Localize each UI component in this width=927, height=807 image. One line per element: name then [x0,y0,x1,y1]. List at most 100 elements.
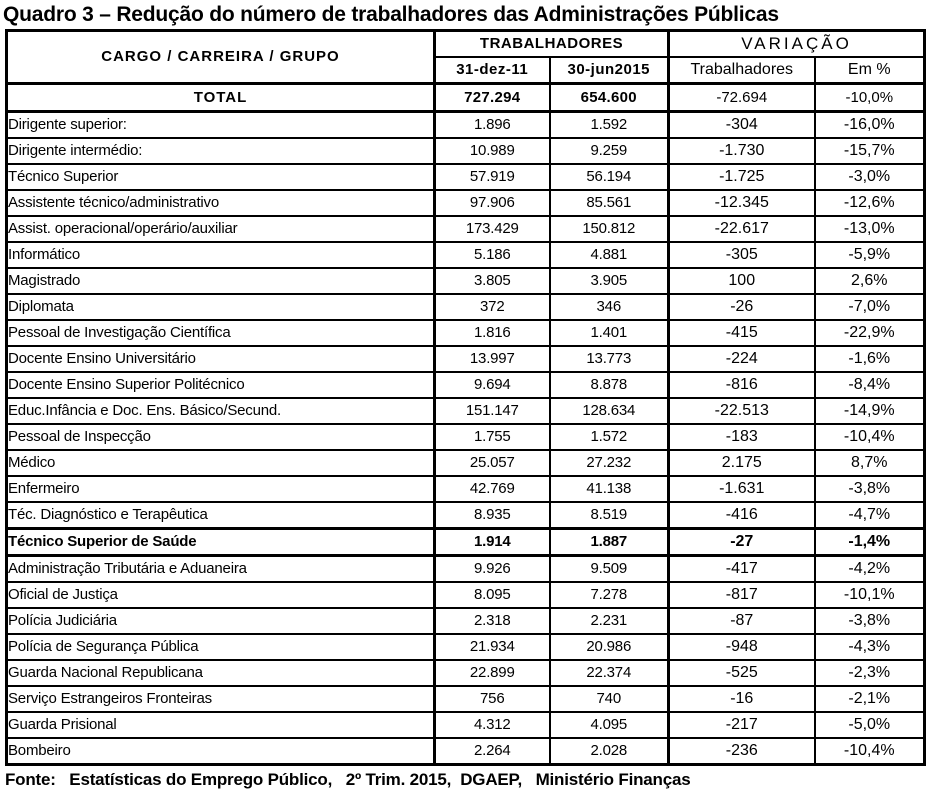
value-31-dez-11: 5.186 [433,241,551,269]
value-31-dez-11: 8.095 [433,581,551,609]
variation-workers: -525 [667,659,816,687]
value-31-dez-11: 42.769 [433,475,551,503]
value-30-jun2015: 4.095 [548,711,671,739]
row-label: Guarda Nacional Republicana [5,659,436,687]
variation-workers: -183 [667,423,816,451]
variation-pct: -12,6% [813,189,926,217]
variation-workers: -416 [667,501,816,530]
column-header-variacao-trabalhadores: Trabalhadores [667,56,816,85]
value-31-dez-11: 2.264 [433,737,551,766]
variation-pct: -7,0% [813,293,926,321]
row-label: Serviço Estrangeiros Fronteiras [5,685,436,713]
value-31-dez-11: 2.318 [433,607,551,635]
value-31-dez-11: 372 [433,293,551,321]
value-30-jun2015: 2.231 [548,607,671,635]
value-30-jun2015: 1.887 [548,527,671,557]
value-30-jun2015: 128.634 [548,397,671,425]
value-30-jun2015: 740 [548,685,671,713]
variation-pct: -3,8% [813,475,926,503]
table-row: Técnico Superior 57.919 56.194 -1.725 -3,0% [5,163,926,191]
variation-pct: -10,4% [813,737,926,766]
variation-pct: -1,4% [813,527,926,557]
variation-workers: -817 [667,581,816,609]
variation-workers: -22.617 [667,215,816,243]
table-row: Bombeiro 2.264 2.028 -236 -10,4% [5,737,926,766]
variation-pct: -3,0% [813,163,926,191]
variation-pct: -8,4% [813,371,926,399]
variation-workers: -22.513 [667,397,816,425]
value-31-dez-11: 25.057 [433,449,551,477]
variation-workers: -948 [667,633,816,661]
table-row: Guarda Nacional Republicana 22.899 22.374-… [5,659,926,687]
value-30-jun2015: 8.519 [548,501,671,530]
table-row: Informático 5.186 4.881 -305 -5,9% [5,241,926,269]
variation-workers: 2.175 [667,449,816,477]
row-label: Polícia de Segurança Pública [5,633,436,661]
variation-pct: -5,0% [813,711,926,739]
row-label: Pessoal de Investigação Científica [5,319,436,347]
value-31-dez-11: 22.899 [433,659,551,687]
table-row: Pessoal de Inspecção 1.755 1.572 -183 -10,4% [5,423,926,451]
table-row: Dirigente superior: 1.896 1.592 -304 -16,0% [5,110,926,139]
value-31-dez-11: 1.914 [433,527,551,557]
value-30-jun2015: 1.592 [548,110,671,139]
table-row: Oficial de Justiça 8.095 7.278 -817 -10,1% [5,581,926,609]
value-31-dez-11: 97.906 [433,189,551,217]
value-31-dez-11: 9.926 [433,554,551,583]
value-30-jun2015: 150.812 [548,215,671,243]
value-31-dez-11: 10.989 [433,137,551,165]
total-dez11: 727.294 [433,82,551,113]
column-group-trabalhadores: TRABALHADORES [433,29,671,58]
row-label: Técnico Superior de Saúde [5,527,436,557]
value-30-jun2015: 8.878 [548,371,671,399]
row-label: Guarda Prisional [5,711,436,739]
variation-pct: -10,1% [813,581,926,609]
variation-workers: -224 [667,345,816,373]
table-row: Médico 25.057 27.232 2.175 8,7% [5,449,926,477]
value-30-jun2015: 27.232 [548,449,671,477]
column-header-30-jun2015: 30-jun2015 [548,56,671,85]
table-row: Administração Tributária e Aduaneira 9.92… [5,554,926,583]
table-row: Técnico Superior de Saúde 1.914 1.887 -27 -1… [5,527,926,557]
row-label: Administração Tributária e Aduaneira [5,554,436,583]
variation-pct: -22,9% [813,319,926,347]
variation-pct: -3,8% [813,607,926,635]
row-label: Diplomata [5,293,436,321]
variation-workers: -236 [667,737,816,766]
variation-pct: -2,3% [813,659,926,687]
value-30-jun2015: 4.881 [548,241,671,269]
total-jun2015: 654.600 [548,82,671,113]
row-label: Assist. operacional/operário/auxiliar [5,215,436,243]
table-row: Docente Ensino Universitário 13.997 13.773… [5,345,926,373]
row-label: Docente Ensino Superior Politécnico [5,371,436,399]
value-31-dez-11: 756 [433,685,551,713]
column-header-31-dez-11: 31-dez-11 [433,56,551,85]
table-row: Assistente técnico/administrativo 97.906 8… [5,189,926,217]
variation-workers: -16 [667,685,816,713]
value-31-dez-11: 4.312 [433,711,551,739]
value-30-jun2015: 9.509 [548,554,671,583]
variation-pct: -5,9% [813,241,926,269]
column-header-variacao-pct: Em % [813,56,926,85]
value-31-dez-11: 173.429 [433,215,551,243]
value-30-jun2015: 3.905 [548,267,671,295]
variation-workers: -12.345 [667,189,816,217]
variation-workers: -1.730 [667,137,816,165]
table-row: Téc. Diagnóstico e Terapêutica 8.935 8.519… [5,501,926,530]
row-label: Pessoal de Inspecção [5,423,436,451]
value-30-jun2015: 9.259 [548,137,671,165]
value-31-dez-11: 1.896 [433,110,551,139]
row-label: Oficial de Justiça [5,581,436,609]
variation-pct: -15,7% [813,137,926,165]
variation-workers: 100 [667,267,816,295]
total-label: TOTAL [5,82,436,113]
table-row: Educ.Infância e Doc. Ens. Básico/Secund.… [5,397,926,425]
variation-workers: -1.725 [667,163,816,191]
variation-workers: -415 [667,319,816,347]
value-31-dez-11: 151.147 [433,397,551,425]
row-label: Bombeiro [5,737,436,766]
value-30-jun2015: 346 [548,293,671,321]
value-30-jun2015: 1.572 [548,423,671,451]
variation-workers: -305 [667,241,816,269]
